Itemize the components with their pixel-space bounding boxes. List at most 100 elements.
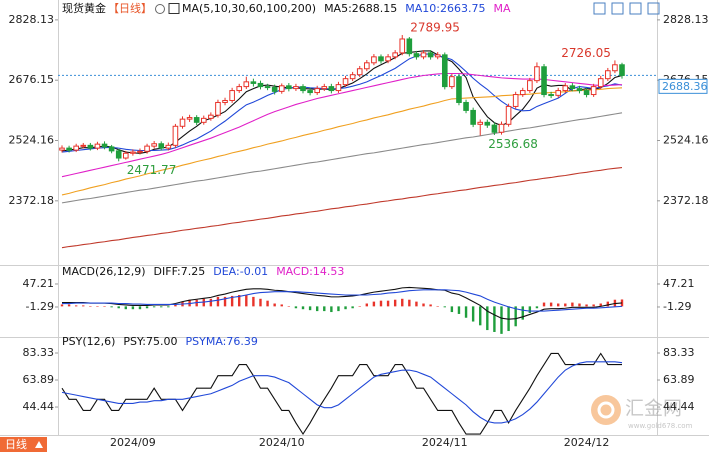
candle-body bbox=[519, 90, 526, 96]
watermark-url: www.gold678.com bbox=[628, 422, 693, 430]
macd-bar bbox=[606, 301, 610, 307]
price-annotation: 2536.68 bbox=[488, 137, 538, 151]
macd-bar bbox=[152, 306, 156, 308]
candle-body bbox=[307, 90, 313, 94]
macd-bar bbox=[280, 304, 283, 307]
candle-body bbox=[59, 147, 65, 151]
candle-body bbox=[80, 144, 87, 147]
plot-layer bbox=[55, 19, 660, 436]
macd-bar bbox=[528, 306, 532, 314]
macd-bar bbox=[344, 306, 347, 310]
macd-bar bbox=[599, 303, 602, 307]
y-tick-label: 2676.15 bbox=[9, 73, 55, 86]
candle-body bbox=[300, 86, 306, 92]
candle-body bbox=[541, 66, 547, 96]
candle-body bbox=[278, 85, 285, 92]
y-tick-label: 47.21 bbox=[663, 277, 695, 290]
macd-bar bbox=[216, 296, 220, 307]
series-line bbox=[61, 167, 623, 249]
series-line bbox=[61, 361, 623, 424]
period-button-label[interactable]: 日线 bbox=[5, 437, 27, 451]
watermark-logo bbox=[591, 395, 621, 425]
candle-body bbox=[151, 143, 157, 147]
series-line bbox=[61, 50, 623, 154]
period-button-bg[interactable] bbox=[0, 437, 47, 452]
toolbar-icon[interactable] bbox=[629, 2, 642, 15]
macd-bar bbox=[160, 306, 163, 308]
candle-body bbox=[406, 38, 413, 55]
macd-bar bbox=[457, 306, 461, 314]
candle-body bbox=[505, 105, 512, 125]
y-tick-label: 2524.16 bbox=[9, 134, 55, 147]
macd-bar bbox=[429, 304, 432, 307]
candle-body bbox=[477, 121, 484, 125]
toolbar-icon[interactable] bbox=[593, 2, 606, 15]
macd-bar bbox=[96, 306, 99, 307]
macd-bar bbox=[337, 306, 340, 312]
macd-bar bbox=[351, 306, 354, 309]
macd-bar bbox=[436, 306, 439, 307]
candle-body bbox=[229, 90, 235, 101]
macd-bar bbox=[514, 306, 517, 327]
macd-bar bbox=[464, 306, 468, 318]
macd-bar bbox=[266, 300, 269, 307]
macd-bar bbox=[273, 303, 276, 307]
candle-body bbox=[122, 152, 129, 159]
candle-body bbox=[73, 145, 79, 151]
candle-body bbox=[165, 144, 172, 149]
candle-body bbox=[286, 85, 292, 90]
toggle-icon[interactable] bbox=[168, 3, 180, 14]
candle-body bbox=[484, 121, 491, 126]
last-price-box bbox=[658, 78, 708, 94]
candle-body bbox=[498, 123, 505, 133]
candle-body bbox=[264, 86, 271, 89]
text-layer: 2828.132828.132676.152676.152524.162524.… bbox=[9, 1, 709, 449]
macd-bar bbox=[393, 299, 397, 307]
macd-bar bbox=[557, 303, 560, 307]
toolbar-icon[interactable] bbox=[611, 2, 624, 15]
candle-body bbox=[236, 86, 243, 92]
macd-bar bbox=[408, 299, 411, 307]
candle-body bbox=[356, 68, 363, 76]
macd-bar bbox=[479, 306, 482, 326]
period-button[interactable]: 日线 bbox=[0, 437, 47, 452]
candle-body bbox=[335, 84, 342, 92]
macd-bar bbox=[82, 305, 85, 307]
candle-body bbox=[179, 118, 186, 127]
candle-body bbox=[243, 81, 250, 88]
period-button-arrow[interactable] bbox=[35, 441, 43, 448]
candle-body bbox=[222, 99, 228, 103]
y-tick-label: -1.29 bbox=[26, 300, 54, 313]
macd-bar bbox=[131, 306, 135, 310]
legend-entry: MA5:2688.15 bbox=[324, 2, 397, 15]
series-line bbox=[61, 352, 622, 436]
macd-bar bbox=[493, 306, 496, 332]
toolbar-icon[interactable] bbox=[647, 2, 660, 15]
y-tick-label: 2372.18 bbox=[9, 194, 55, 207]
candle-body bbox=[172, 125, 179, 146]
price-annotation: 2726.05 bbox=[561, 46, 611, 60]
macd-bar bbox=[535, 306, 539, 309]
macd-bar bbox=[486, 306, 489, 331]
macd-bar bbox=[301, 306, 305, 310]
macd-bar bbox=[620, 299, 624, 307]
candle-body bbox=[293, 86, 299, 90]
macd-bar bbox=[358, 306, 361, 307]
macd-bar bbox=[124, 306, 127, 310]
macd-bar bbox=[564, 303, 567, 307]
macd-bar bbox=[323, 306, 326, 312]
macd-bar bbox=[174, 304, 177, 307]
settings-icon[interactable] bbox=[155, 4, 165, 14]
series-line bbox=[61, 112, 623, 204]
macd-bar bbox=[422, 303, 425, 307]
y-tick-label: 44.44 bbox=[23, 400, 55, 413]
x-tick-label: 2024/10 bbox=[259, 436, 305, 449]
series-line bbox=[62, 289, 623, 312]
y-tick-label: 2372.18 bbox=[663, 194, 709, 207]
candle-body bbox=[250, 81, 257, 84]
candle-body bbox=[569, 85, 576, 90]
toolbar-icons bbox=[593, 2, 660, 15]
candle-body bbox=[66, 147, 72, 151]
last-price-label: 2688.36 bbox=[662, 80, 708, 93]
